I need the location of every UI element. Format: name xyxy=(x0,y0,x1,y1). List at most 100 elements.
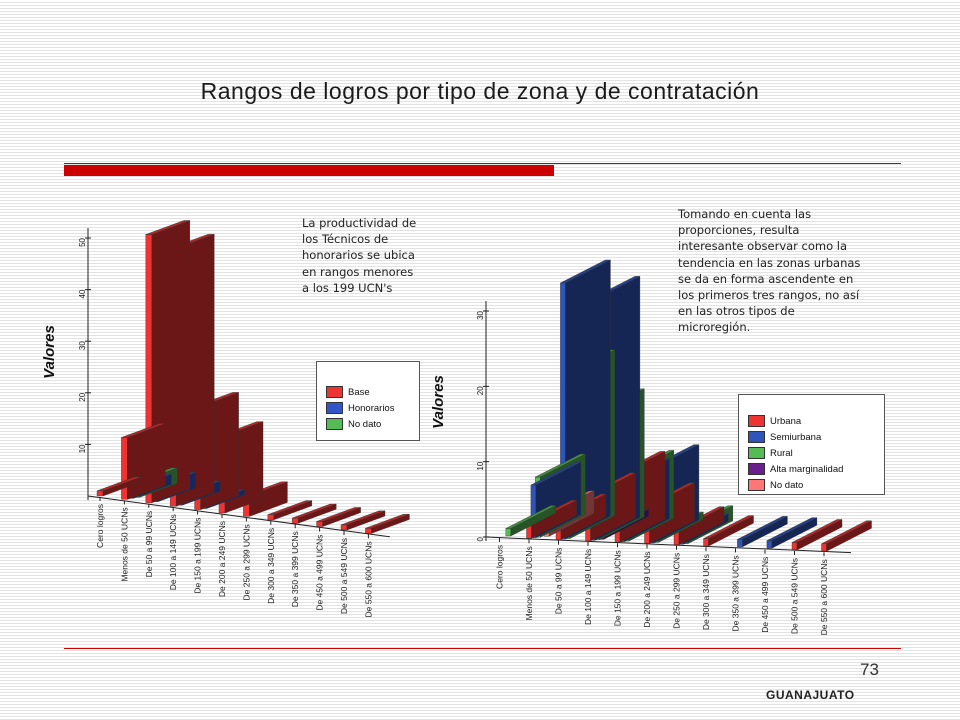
x-tick-label: Cero logros xyxy=(495,545,505,589)
y-tick-label: 50 xyxy=(78,237,87,246)
y-tick-label: 20 xyxy=(476,386,485,395)
bar-front xyxy=(267,514,274,520)
x-tick-label: De 500 a 549 UCNs xyxy=(339,538,349,614)
bar-front xyxy=(737,539,743,548)
bar-front xyxy=(821,543,827,552)
title-accent-bar xyxy=(64,165,554,176)
bar-front xyxy=(316,521,323,527)
bar-front xyxy=(791,542,798,551)
footer-rule xyxy=(64,648,901,649)
bar-top xyxy=(267,500,312,515)
legend-swatch xyxy=(748,479,765,491)
x-tick-label: Menos de 50 UCNs xyxy=(524,546,534,620)
x-tick-label: De 250 a 299 UCNs xyxy=(241,524,251,600)
bar-top xyxy=(365,514,410,529)
legend-label: No dato xyxy=(770,479,804,491)
bar-front xyxy=(121,437,128,500)
slide-title: Rangos de logros por tipo de zona y de c… xyxy=(200,78,760,104)
legend-swatch xyxy=(326,418,343,430)
bar-top xyxy=(737,516,788,540)
x-tick-label: Menos de 50 UCNs xyxy=(119,507,129,581)
y-tick-label: 40 xyxy=(78,289,87,298)
x-tick-label: De 50 a 99 UCNs xyxy=(144,511,154,578)
bar-top xyxy=(766,517,817,541)
legend-swatch xyxy=(748,447,765,459)
bar-top xyxy=(821,520,872,544)
x-tick-label: De 500 a 549 UCNs xyxy=(790,558,800,634)
bar-top xyxy=(340,510,386,526)
y-tick-label: 10 xyxy=(78,444,87,453)
legend-item: Honorarios xyxy=(317,400,419,416)
x-tick-label: De 150 a 199 UCNs xyxy=(193,518,203,594)
x-tick-label: De 250 a 299 UCNs xyxy=(672,553,682,629)
y-tick-label: 20 xyxy=(78,392,87,401)
legend-swatch xyxy=(326,402,343,414)
bar-front xyxy=(766,540,773,549)
y-axis-label: Valores xyxy=(41,325,58,379)
x-tick-label: De 150 a 199 UCNs xyxy=(613,550,623,626)
legend-item: Base xyxy=(317,384,419,400)
x-tick-label: De 350 a 399 UCNs xyxy=(290,531,300,607)
x-tick-label: De 450 a 499 UCNs xyxy=(315,535,325,611)
bar-top xyxy=(530,461,581,486)
bar-front xyxy=(505,528,511,537)
bar-top xyxy=(145,220,190,235)
bar-top xyxy=(292,503,337,519)
bar-top xyxy=(560,259,611,284)
y-tick-label: 0 xyxy=(476,536,485,541)
x-tick-label: De 50 a 99 UCNs xyxy=(554,548,564,615)
x-tick-label: Cero logros xyxy=(95,504,105,548)
x-axis-line xyxy=(485,536,852,554)
left-chart-legend: Base Honorarios No dato xyxy=(316,361,420,441)
bar-front xyxy=(365,528,372,534)
legend-swatch xyxy=(748,463,765,475)
legend-swatch xyxy=(748,431,765,443)
x-tick-label: De 100 a 149 UCNs xyxy=(168,514,178,590)
x-tick-label: De 300 a 349 UCNs xyxy=(701,554,711,630)
bar-top xyxy=(535,453,586,478)
y-tick-label: 10 xyxy=(476,461,485,470)
bar-top xyxy=(791,519,843,543)
footer-label: GUANAJUATO xyxy=(766,688,855,702)
legend-label: Alta marginalidad xyxy=(770,463,844,475)
right-chart-note: Tomando en cuenta las proporciones, resu… xyxy=(678,207,861,335)
legend-label: Base xyxy=(348,386,370,398)
x-tick-label: De 200 a 249 UCNs xyxy=(217,521,227,597)
legend-item: Alta marginalidad xyxy=(739,461,884,477)
x-axis-line xyxy=(87,495,390,538)
legend-item: Urbana xyxy=(739,413,884,429)
legend-label: Honorarios xyxy=(348,402,395,414)
bar-top xyxy=(96,476,142,492)
legend-label: Urbana xyxy=(770,415,802,427)
bar-front xyxy=(96,490,104,497)
legend-item: Semiurbana xyxy=(739,429,884,445)
x-tick-label: De 550 a 600 UCNs xyxy=(819,559,829,635)
bar-top xyxy=(703,515,754,539)
legend-item: Rural xyxy=(739,445,884,461)
x-tick-label: De 450 a 499 UCNs xyxy=(760,557,770,633)
page-number: 73 xyxy=(860,660,879,679)
bar-top xyxy=(121,423,166,438)
bar-front xyxy=(292,517,299,524)
bar-top xyxy=(505,505,556,529)
y-tick-label: 30 xyxy=(78,341,87,350)
x-tick-label: De 300 a 349 UCNs xyxy=(266,528,276,604)
x-tick-label: De 100 a 149 UCNs xyxy=(583,549,593,625)
left-chart-note: La productividad de los Técnicos de hono… xyxy=(302,216,417,295)
legend-label: Semiurbana xyxy=(770,431,822,443)
x-tick-label: De 550 a 600 UCNs xyxy=(363,541,373,617)
legend-swatch xyxy=(748,415,765,427)
y-axis-label: Valores xyxy=(430,375,447,429)
x-tick-label: De 200 a 249 UCNs xyxy=(642,552,652,628)
legend-label: No dato xyxy=(348,418,382,430)
legend-item: No dato xyxy=(739,477,884,493)
legend-item: No dato xyxy=(317,416,419,432)
legend-swatch xyxy=(326,386,343,398)
legend-label: Rural xyxy=(770,447,793,459)
y-tick-label: 30 xyxy=(476,310,485,319)
right-chart-legend: Urbana Semiurbana Rural Alta marginalida… xyxy=(738,394,885,495)
bar-front xyxy=(340,524,348,531)
x-tick-label: De 350 a 399 UCNs xyxy=(731,555,741,631)
bar-top xyxy=(316,507,361,522)
